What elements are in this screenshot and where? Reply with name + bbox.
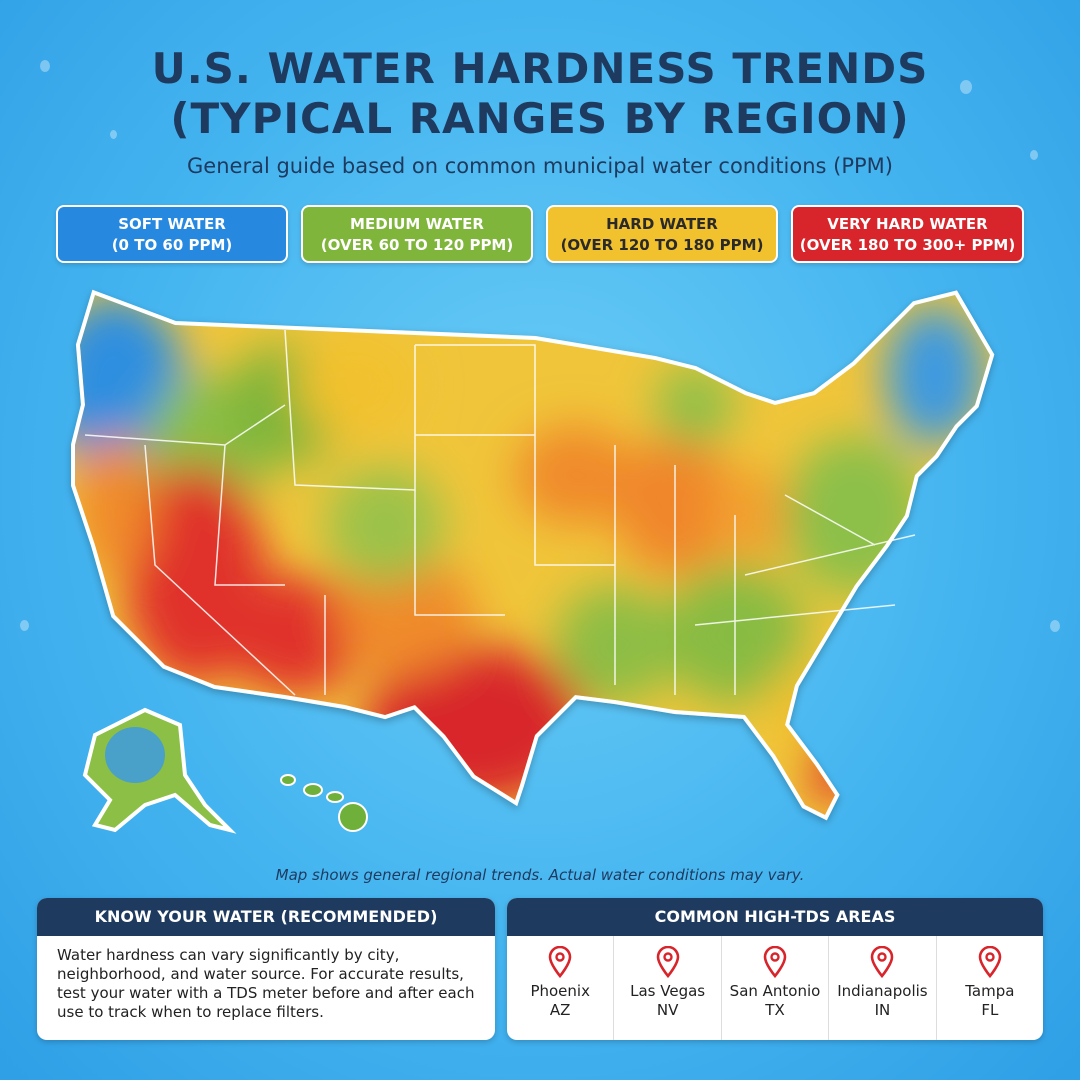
legend-medium-label: MEDIUM WATER bbox=[350, 215, 484, 233]
map-disclaimer: Map shows general regional trends. Actua… bbox=[275, 866, 805, 884]
legend-very-hard-water: VERY HARD WATER (OVER 180 TO 300+ PPM) bbox=[791, 205, 1024, 263]
city-name: Indianapolis bbox=[837, 982, 928, 1000]
location-pin-icon bbox=[978, 946, 1002, 978]
legend-hard-range: (OVER 120 TO 180 PPM) bbox=[560, 236, 764, 254]
legend-soft-range: (0 TO 60 PPM) bbox=[111, 236, 233, 254]
page-subtitle: General guide based on common municipal … bbox=[187, 154, 893, 178]
city-name: San Antonio bbox=[729, 982, 821, 1000]
city-list: Phoenix AZ Las Vegas NV San Antonio TX bbox=[507, 936, 1043, 1040]
city-state: AZ bbox=[549, 1001, 571, 1019]
legend-medium-range: (OVER 60 TO 120 PPM) bbox=[320, 236, 514, 254]
legend-very-hard-range: (OVER 180 TO 300+ PPM) bbox=[799, 236, 1016, 254]
water-droplet bbox=[20, 620, 29, 631]
us-hardness-map bbox=[71, 289, 995, 834]
title-line-1: U.S. WATER HARDNESS TRENDS bbox=[151, 44, 929, 93]
alaska-soft-zone bbox=[105, 727, 165, 783]
water-droplet bbox=[40, 60, 50, 72]
location-pin-icon bbox=[871, 946, 894, 978]
city-tampa: Tampa FL bbox=[937, 936, 1043, 1040]
city-name: Las Vegas bbox=[630, 982, 706, 1000]
know-your-water-text: Water hardness can vary significantly by… bbox=[57, 946, 475, 1021]
water-droplet bbox=[1050, 620, 1060, 632]
title-line-2: (TYPICAL RANGES BY REGION) bbox=[170, 94, 910, 143]
legend-soft-water: SOFT WATER (0 TO 60 PPM) bbox=[56, 205, 288, 263]
city-state: FL bbox=[981, 1001, 999, 1019]
location-pin-icon bbox=[656, 946, 679, 978]
city-phoenix: Phoenix AZ bbox=[507, 936, 615, 1040]
legend-very-hard-label: VERY HARD WATER bbox=[827, 215, 988, 233]
state-borders bbox=[84, 329, 916, 696]
water-droplet bbox=[1030, 150, 1038, 160]
legend-hard-label: HARD WATER bbox=[606, 215, 718, 233]
location-pin-icon bbox=[763, 946, 787, 978]
legend-soft-label: SOFT WATER bbox=[118, 215, 226, 233]
high-tds-panel: COMMON HIGH-TDS AREAS Phoenix AZ Las Veg… bbox=[507, 898, 1043, 1040]
city-las-vegas: Las Vegas NV bbox=[614, 936, 722, 1040]
location-pin-icon bbox=[548, 946, 572, 978]
hawaii-islands bbox=[280, 774, 368, 832]
know-your-water-panel: KNOW YOUR WATER (RECOMMENDED) Water hard… bbox=[37, 898, 495, 1040]
city-name: Tampa bbox=[965, 982, 1015, 1000]
city-state: TX bbox=[765, 1001, 785, 1019]
city-state: NV bbox=[656, 1001, 679, 1019]
know-your-water-heading: KNOW YOUR WATER (RECOMMENDED) bbox=[37, 898, 495, 936]
water-droplet bbox=[110, 130, 117, 139]
city-name: Phoenix bbox=[530, 982, 590, 1000]
city-san-antonio: San Antonio TX bbox=[722, 936, 830, 1040]
high-tds-heading: COMMON HIGH-TDS AREAS bbox=[507, 898, 1043, 936]
legend-medium-water: MEDIUM WATER (OVER 60 TO 120 PPM) bbox=[301, 205, 533, 263]
legend-hard-water: HARD WATER (OVER 120 TO 180 PPM) bbox=[546, 205, 778, 263]
page-title: U.S. WATER HARDNESS TRENDS (TYPICAL RANG… bbox=[0, 44, 1080, 144]
city-indianapolis: Indianapolis IN bbox=[829, 936, 937, 1040]
water-droplet bbox=[960, 80, 972, 94]
city-state: IN bbox=[874, 1001, 891, 1019]
